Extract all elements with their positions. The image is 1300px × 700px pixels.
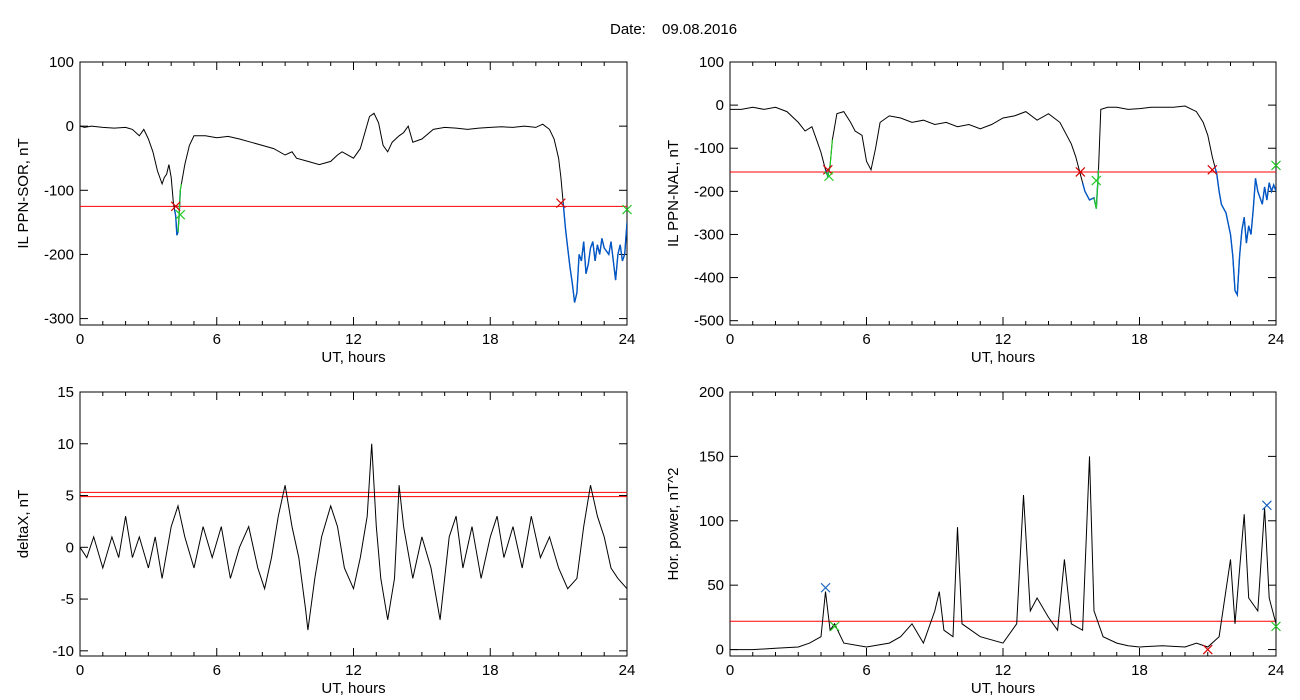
plot-area (80, 112, 627, 303)
x-tick-label: 12 (995, 331, 1012, 348)
x-tick-label: 6 (213, 662, 221, 679)
cross-marker (170, 201, 181, 212)
plot-area (730, 456, 1276, 651)
data-series (80, 112, 627, 303)
x-tick-label: 12 (995, 662, 1012, 679)
cross-marker (1271, 160, 1281, 171)
y-tick-label: 15 (57, 384, 74, 401)
chart-1: 0 6 12 18 24 100 0 -100 -200 -300 UT, hours IL PPN-… (15, 54, 635, 366)
x-tick-label: 0 (76, 331, 84, 348)
y-tick-label: 5 (66, 488, 74, 505)
y-tick-label: 0 (66, 118, 74, 135)
date-value: 09.08.2016 (662, 21, 737, 38)
cross-marker (1075, 167, 1086, 177)
highlight-segment-green (827, 139, 833, 177)
y-tick-label: 100 (49, 54, 74, 71)
y-tick-label: 50 (707, 577, 724, 594)
x-tick-label: 18 (1131, 331, 1148, 348)
x-tick-label: 0 (726, 662, 734, 679)
cross-marker (1261, 500, 1272, 511)
cross-marker (820, 582, 831, 593)
y-tick-label: 100 (699, 54, 724, 71)
y-tick-label: -300 (694, 226, 724, 243)
x-tick-label: 12 (345, 662, 362, 679)
data-series (730, 456, 1276, 651)
x-tick-label: 18 (1131, 662, 1148, 679)
y-tick-label: 100 (699, 513, 724, 530)
y-tick-label: 0 (716, 97, 724, 114)
x-axis-label: UT, hours (321, 680, 385, 697)
highlight-segment-green (1093, 169, 1100, 209)
x-tick-label: 0 (76, 662, 84, 679)
plot-frame (729, 391, 1277, 657)
y-axis-label: Hor. power, nT^2 (665, 468, 682, 581)
y-axis-label: deltaX, nT (15, 490, 32, 558)
x-tick-label: 18 (482, 662, 499, 679)
x-axis-label: UT, hours (971, 680, 1035, 697)
y-tick-label: -500 (694, 313, 724, 330)
y-tick-label: -100 (44, 182, 74, 199)
x-tick-label: 6 (862, 331, 870, 348)
cross-marker (622, 204, 632, 215)
cross-marker (824, 171, 834, 182)
cross-marker (829, 621, 840, 632)
y-tick-label: 150 (699, 448, 724, 465)
y-axis-label: IL PPN-SOR, nT (15, 138, 32, 248)
plot-frame (79, 391, 628, 657)
chart-4: 0 6 12 18 24 200 150 100 50 0 UT, hours Hor. power,… (665, 384, 1284, 697)
highlight-segment-blue (562, 203, 627, 303)
highlight-segment-blue (1213, 165, 1276, 298)
chart-3: 0 6 12 18 24 15 10 5 0 -5 -10 UT, hours deltaX, nT (15, 384, 635, 697)
y-axis-label: IL PPN-NAL, nT (665, 140, 682, 247)
plot-frame (79, 61, 628, 326)
x-tick-label: 0 (726, 331, 734, 348)
y-tick-label: -200 (694, 183, 724, 200)
y-tick-label: -300 (44, 311, 74, 328)
y-tick-label: -5 (61, 591, 74, 608)
x-tick-label: 12 (345, 331, 362, 348)
x-tick-label: 24 (619, 662, 636, 679)
cross-marker (555, 198, 566, 209)
cross-marker (1091, 175, 1102, 186)
x-tick-label: 6 (213, 331, 221, 348)
x-tick-label: 18 (482, 331, 499, 348)
y-tick-label: -10 (52, 643, 74, 660)
y-tick-label: 10 (57, 436, 74, 453)
x-tick-label: 6 (862, 662, 870, 679)
date-label: Date: (610, 21, 646, 38)
y-tick-label: 200 (699, 384, 724, 401)
chart-2: 0 6 12 18 24 100 0 -100 -200 -300 -400 -500 UT, hour… (665, 54, 1284, 366)
cross-marker (1271, 621, 1281, 632)
y-tick-label: -400 (694, 270, 724, 287)
data-series (730, 105, 1276, 297)
x-tick-label: 24 (1268, 331, 1285, 348)
x-tick-label: 24 (619, 331, 636, 348)
plot-frame (729, 61, 1277, 326)
y-tick-label: 0 (716, 642, 724, 659)
x-axis-label: UT, hours (321, 349, 385, 366)
y-tick-label: -200 (44, 246, 74, 263)
cross-marker (175, 209, 186, 220)
plot-area (730, 105, 1276, 298)
plot-area (80, 443, 627, 631)
x-tick-label: 24 (1268, 662, 1285, 679)
cross-marker (1202, 644, 1213, 655)
cross-marker (1207, 164, 1218, 175)
x-axis-label: UT, hours (971, 349, 1035, 366)
y-tick-label: 0 (66, 539, 74, 556)
y-tick-label: -100 (694, 140, 724, 157)
data-series (80, 443, 627, 631)
